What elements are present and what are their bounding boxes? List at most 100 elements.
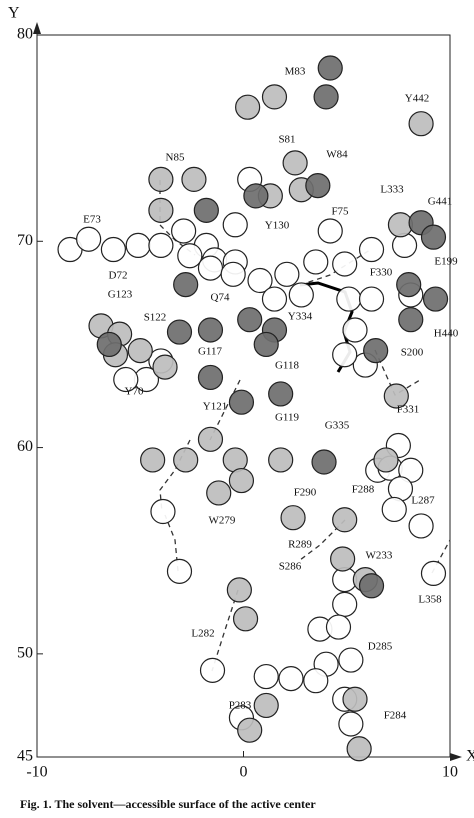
residue-circle	[197, 364, 224, 391]
residue-circle	[226, 577, 252, 603]
residue-circle	[332, 251, 358, 277]
residue-circle	[148, 232, 174, 259]
y-tick-label: 80	[17, 26, 33, 43]
dashed-connector	[431, 539, 451, 574]
residue-label: L333	[380, 184, 404, 196]
residue-circle	[396, 272, 422, 298]
residue-circle	[181, 166, 207, 192]
residue-circle	[197, 317, 224, 343]
residue-label: H440	[434, 328, 459, 340]
residue-circle	[148, 197, 174, 223]
residue-label: F290	[294, 487, 317, 499]
residue-label: S286	[279, 561, 302, 573]
residue-circle	[166, 558, 193, 584]
residue-label: W233	[366, 550, 393, 562]
residue-circle	[268, 447, 294, 473]
residue-circle	[232, 606, 259, 632]
residue-circle	[222, 212, 248, 238]
residue-circle	[166, 319, 193, 345]
residue-circle	[253, 663, 279, 690]
residue-label: F288	[352, 484, 375, 496]
residue-circle	[261, 84, 288, 110]
residue-circle	[125, 232, 151, 259]
residue-circle	[237, 717, 263, 743]
residue-label: D72	[109, 270, 128, 282]
residue-circle	[303, 249, 329, 275]
x-tick-label: -10	[26, 764, 47, 781]
residue-circle	[113, 366, 139, 393]
residue-label: W84	[326, 149, 348, 161]
residue-circle	[282, 150, 308, 176]
residue-circle	[220, 261, 246, 287]
residue-circle	[268, 381, 294, 407]
residue-circle	[346, 736, 372, 762]
residue-circle	[140, 447, 166, 473]
residue-label: F75	[331, 206, 349, 218]
residue-label: Q74	[211, 292, 230, 304]
residue-label: D285	[368, 641, 393, 653]
residue-circle	[381, 496, 407, 523]
residue-label: Y442	[405, 93, 429, 105]
residue-circle	[338, 711, 364, 737]
residue-label: E199	[434, 256, 458, 268]
residue-label: G119	[275, 412, 300, 424]
residue-circle	[278, 666, 304, 692]
residue-circle	[199, 657, 226, 683]
residue-circle	[332, 591, 358, 617]
residue-label: G335	[325, 420, 350, 432]
x-arrow	[450, 753, 462, 761]
residue-circle	[247, 267, 273, 294]
residue-label: S200	[401, 347, 424, 359]
residue-label: P283	[229, 700, 252, 712]
y-tick-label: 70	[17, 232, 33, 249]
residue-circle	[253, 692, 279, 719]
residue-circle	[197, 426, 224, 452]
residue-circle	[237, 307, 263, 333]
residue-circle	[193, 197, 219, 223]
residue-label: Y130	[265, 220, 290, 232]
residue-circle	[274, 261, 300, 287]
residue-circle	[96, 331, 122, 358]
residue-circle	[228, 467, 255, 494]
marks	[57, 55, 449, 762]
residue-label: F331	[397, 404, 420, 416]
residue-label: L287	[411, 495, 435, 507]
residue-circle	[280, 505, 306, 531]
residue-circle	[303, 668, 329, 694]
y-tick-label: 45	[17, 748, 33, 765]
y-tick-label: 50	[17, 645, 33, 662]
residue-circle	[311, 449, 337, 475]
residue-circle	[148, 166, 174, 192]
residue-label: L282	[191, 628, 214, 640]
residue-circle	[332, 342, 358, 368]
residue-label: W279	[209, 515, 236, 527]
residue-circle	[383, 383, 409, 409]
residue-label: R289	[288, 539, 312, 551]
residue-circle	[253, 331, 279, 358]
y-tick-label: 60	[17, 438, 33, 455]
residue-circle	[261, 286, 288, 312]
residue-label: Y70	[125, 386, 144, 398]
residue-circle	[420, 224, 447, 250]
x-tick-label: 0	[240, 764, 248, 781]
residue-circle	[127, 338, 153, 364]
residue-circle	[173, 272, 199, 298]
residue-circle	[358, 573, 385, 599]
residue-label: Y334	[288, 311, 313, 323]
dashed-connector	[159, 439, 191, 513]
residue-label: M83	[285, 66, 306, 78]
residue-circle	[330, 546, 356, 572]
x-axis-label: X	[466, 748, 474, 765]
residue-circle	[313, 84, 339, 110]
residue-circle	[173, 447, 199, 473]
residue-label: F330	[370, 267, 393, 279]
residue-circle	[336, 286, 362, 312]
y-axis-label: Y	[8, 5, 20, 22]
residue-circle	[150, 498, 176, 525]
residue-circle	[228, 389, 255, 415]
residue-label: S81	[278, 134, 295, 146]
residue-circle	[398, 307, 424, 333]
residue-circle	[408, 111, 434, 137]
residue-label: G123	[108, 289, 133, 301]
